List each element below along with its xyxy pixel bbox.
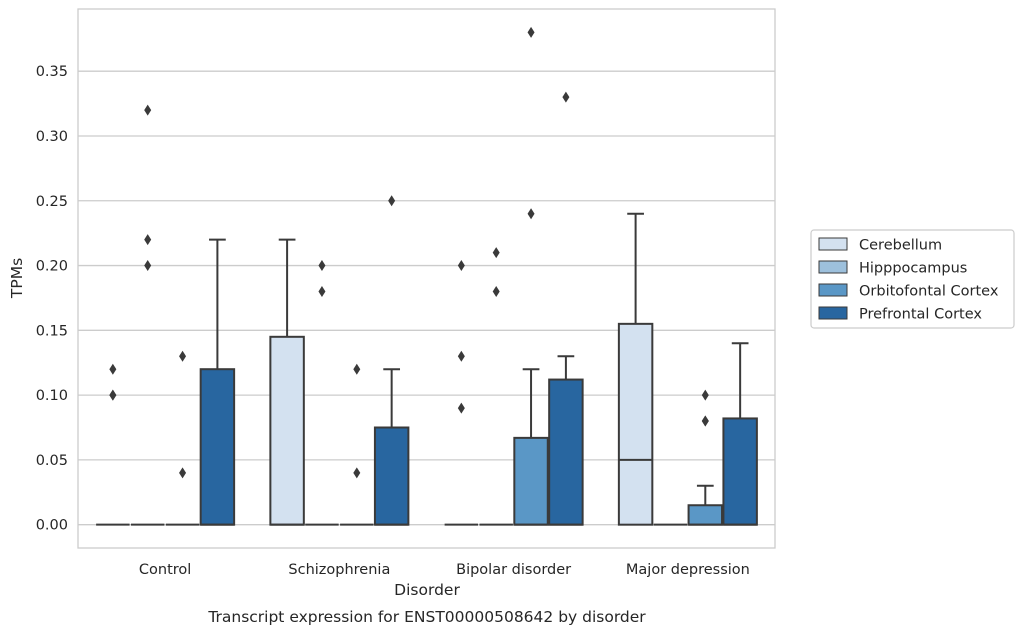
- box-group: [340, 363, 374, 526]
- outlier-point: [144, 104, 152, 116]
- outlier-point: [179, 467, 187, 479]
- outlier-point: [527, 208, 535, 220]
- outlier-point: [109, 363, 117, 375]
- box-group: [269, 238, 305, 526]
- legend-swatch: [818, 237, 848, 251]
- x-tick-label: Major depression: [626, 562, 750, 578]
- x-axis-ticks: Control Schizophrenia Bipolar disorder Majo…: [139, 562, 750, 578]
- x-tick-label: Bipolar disorder: [456, 562, 571, 578]
- outlier-point: [353, 363, 361, 375]
- outlier-point: [492, 247, 500, 259]
- box-cerebellum: [617, 322, 654, 526]
- outlier-point: [457, 260, 465, 272]
- box-cerebellum: [269, 335, 305, 526]
- outlier-point: [144, 260, 152, 272]
- outlier-point: [527, 26, 535, 38]
- legend-swatch: [818, 306, 848, 320]
- gridlines: [78, 70, 775, 526]
- outlier-point: [318, 285, 326, 297]
- outlier-point: [144, 234, 152, 246]
- outlier-point: [701, 389, 709, 401]
- outlier-point: [492, 285, 500, 297]
- outlier-point: [701, 415, 709, 427]
- outlier-point: [562, 91, 570, 103]
- legend-frame: [810, 229, 1015, 329]
- box-group: [165, 350, 200, 526]
- box-series: [96, 26, 758, 526]
- box-orbitofontal-cortex: [513, 436, 549, 526]
- box-group: [617, 212, 654, 526]
- box-group: [130, 104, 165, 526]
- plot-area-frame: [77, 8, 776, 549]
- x-tick-label: Schizophrenia: [288, 562, 390, 578]
- y-axis-label: TPMs: [8, 258, 26, 299]
- box-prefrontal-cortex: [548, 378, 584, 526]
- x-tick-label: Control: [139, 562, 191, 578]
- legend-swatch: [818, 260, 848, 274]
- y-axis-ticks: 0.00 0.05 0.10 0.15 0.20 0.25 0.30 0.35: [36, 64, 68, 533]
- outlier-point: [318, 260, 326, 272]
- legend-item-label: Hipppocampus: [859, 261, 967, 277]
- box-group: [722, 342, 758, 526]
- y-tick-label: 0.35: [36, 64, 68, 80]
- box-prefrontal-cortex: [722, 417, 758, 526]
- y-tick-label: 0.10: [36, 388, 68, 404]
- outlier-point: [179, 350, 187, 362]
- box-orbitofontal-cortex: [687, 504, 724, 526]
- y-tick-label: 0.30: [36, 129, 68, 145]
- y-tick-label: 0.00: [36, 518, 68, 534]
- outlier-point: [353, 467, 361, 479]
- y-tick-label: 0.20: [36, 259, 68, 275]
- box-group: [687, 389, 724, 526]
- legend: Cerebellum Hipppocampus Orbitofontal Corte…: [810, 229, 1015, 329]
- box-group: [513, 26, 549, 526]
- box-group: [96, 363, 130, 526]
- legend-item-label: Orbitofontal Cortex: [859, 284, 999, 300]
- x-axis-label: Disorder: [394, 581, 460, 599]
- box-group: [305, 260, 339, 526]
- legend-item-label: Cerebellum: [859, 238, 942, 254]
- legend-swatch: [818, 283, 848, 297]
- outlier-point: [109, 389, 117, 401]
- y-tick-label: 0.25: [36, 194, 68, 210]
- box-group: [444, 260, 479, 526]
- y-tick-label: 0.05: [36, 453, 68, 469]
- legend-item-label: Prefrontal Cortex: [859, 307, 982, 323]
- box-group: [479, 247, 513, 526]
- box-group: [199, 238, 236, 526]
- box-prefrontal-cortex: [199, 368, 236, 526]
- chart-caption: Transcript expression for ENST0000050864…: [207, 608, 646, 626]
- y-tick-label: 0.15: [36, 323, 68, 339]
- box-prefrontal-cortex: [373, 426, 410, 526]
- box-group: [373, 195, 410, 526]
- outlier-point: [457, 350, 465, 362]
- outlier-point: [457, 402, 465, 414]
- box-group: [548, 91, 584, 526]
- outlier-point: [388, 195, 396, 207]
